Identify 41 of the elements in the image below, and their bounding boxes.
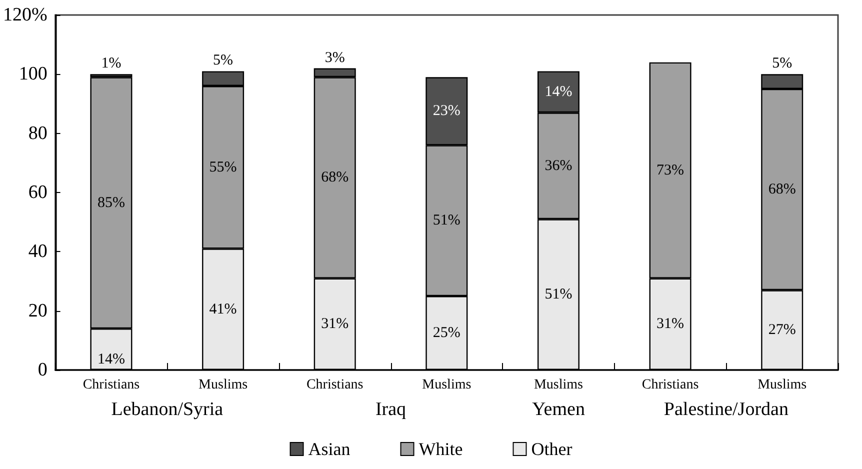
y-tick-label: 80 (28, 122, 48, 144)
data-label: 25% (432, 325, 460, 342)
y-tick-label: 40 (28, 241, 48, 262)
text: Palestine/Jordan (664, 399, 789, 420)
y-tick-label: 60 (28, 182, 48, 203)
data-label: 51% (544, 286, 572, 303)
x-tick-label: Muslims (422, 378, 472, 392)
data-label: 41% (209, 301, 237, 318)
y-tick-label: 120% (3, 4, 48, 26)
data-label: 85% (97, 194, 125, 211)
legend-label: White (418, 439, 463, 459)
data-label: 68% (768, 182, 796, 198)
data-label: 31% (656, 316, 684, 332)
legend-label: Asian (308, 439, 350, 459)
data-label: 14% (97, 352, 125, 368)
data-label: 51% (432, 212, 460, 229)
data-label: 14% (544, 84, 572, 100)
text: Yemen (532, 399, 586, 420)
data-label: 27% (768, 322, 796, 338)
data-label: 73% (656, 162, 684, 178)
data-label: 5% (772, 56, 792, 72)
y-tick-label: 20 (28, 300, 48, 322)
legend-label: Other (531, 439, 572, 459)
text: Iraq (375, 399, 407, 420)
data-label: 68% (321, 170, 349, 186)
y-tick-label: 100 (18, 64, 48, 85)
data-label: 36% (544, 158, 572, 174)
x-tick-label: Muslims (534, 378, 583, 392)
x-tick-label: Muslims (198, 378, 248, 392)
text: Lebanon/Syria (111, 399, 224, 420)
data-label: 3% (324, 50, 345, 66)
y-tick-label: 0 (38, 360, 48, 380)
data-label: 5% (213, 52, 234, 69)
x-tick-label: Muslims (758, 378, 807, 392)
data-label: 1% (101, 56, 122, 72)
x-tick-label: Christians (306, 378, 364, 392)
data-label: 31% (321, 316, 349, 332)
x-tick-label: Christians (642, 378, 699, 392)
data-label: 55% (209, 159, 237, 176)
data-label: 23% (432, 103, 460, 120)
x-tick-label: Christians (82, 378, 140, 392)
